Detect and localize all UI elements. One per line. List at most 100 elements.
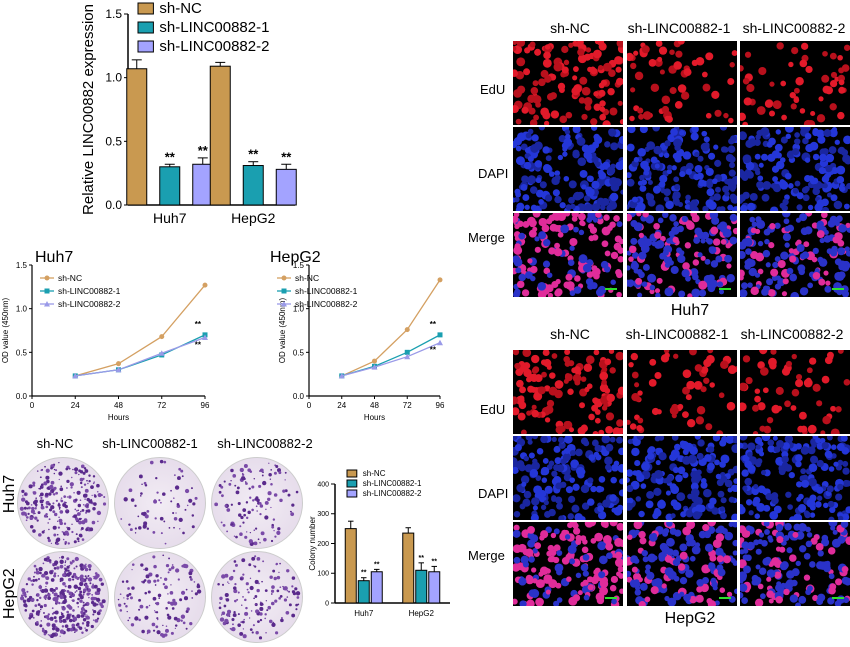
legend-swatch bbox=[346, 469, 358, 478]
edu-hepg2-edu-image-2 bbox=[625, 347, 740, 438]
y-tick-label: 0.0 bbox=[16, 392, 28, 401]
y-tick-label: 200 bbox=[317, 541, 329, 548]
significance-mark: ** bbox=[430, 320, 437, 329]
data-point bbox=[338, 372, 345, 379]
legend-label: sh-LINC00882-2 bbox=[58, 299, 121, 309]
bar bbox=[242, 165, 264, 206]
edu-huh7-dapi-image-3 bbox=[737, 122, 850, 215]
y-tick-label: 300 bbox=[317, 511, 329, 518]
x-tick-label: HepG2 bbox=[409, 609, 435, 618]
data-point bbox=[404, 353, 411, 360]
x-tick-label: 24 bbox=[337, 401, 346, 410]
legend-label: sh-NC bbox=[295, 273, 319, 283]
colony-dish-huh7-shnc bbox=[17, 457, 109, 549]
scale-bar bbox=[832, 597, 844, 599]
panel-b-huh7-growth-chart: Huh7 0.0 0.5 1.0 1.5 0 24 48 72 96 Hours OD value (… bbox=[1, 249, 210, 420]
edu-hepg2-col-label-2: sh-LINC00882-1 bbox=[625, 326, 729, 342]
data-point bbox=[115, 366, 122, 373]
scale-bar bbox=[605, 597, 617, 599]
scale-bar bbox=[605, 288, 617, 290]
legend-label: sh-LINC00882-2 bbox=[295, 299, 358, 309]
legend-marker bbox=[44, 275, 50, 281]
bar bbox=[370, 571, 383, 604]
x-axis-label: Hours bbox=[108, 413, 129, 420]
legend-label: sh-LINC00882-1 bbox=[363, 479, 422, 488]
data-point bbox=[371, 364, 378, 370]
y-tick-label: 0.5 bbox=[105, 134, 122, 148]
edu-huh7-edu-image-3 bbox=[737, 41, 850, 129]
edu-hepg2-row-label-merge: Merge bbox=[468, 548, 505, 563]
y-tick-label: 1.0 bbox=[293, 305, 305, 314]
colony-dish-hepg2-sh2 bbox=[211, 551, 303, 643]
legend-label: sh-LINC00882-1 bbox=[295, 286, 358, 296]
colony-dish-huh7-sh1 bbox=[114, 457, 206, 549]
y-tick-label: 1.0 bbox=[16, 305, 28, 314]
bar bbox=[357, 580, 370, 604]
bar bbox=[428, 571, 441, 604]
y-tick-label: 100 bbox=[317, 571, 329, 578]
edu-hepg2-merge-image-2 bbox=[623, 517, 740, 609]
colony-col-label-1: sh-NC bbox=[36, 436, 74, 451]
data-point bbox=[116, 361, 121, 367]
edu-huh7-row-label-merge: Merge bbox=[468, 230, 505, 245]
legend-swatch bbox=[346, 479, 358, 488]
significance-mark: ** bbox=[374, 561, 380, 568]
legend-marker bbox=[44, 301, 50, 307]
data-point bbox=[202, 282, 208, 288]
edu-hepg2-col-label-3: sh-LINC00882-2 bbox=[740, 326, 844, 342]
legend-marker bbox=[281, 275, 287, 281]
colony-dots bbox=[117, 554, 202, 638]
legend-label: sh-NC bbox=[363, 469, 386, 478]
y-tick-label: 0.0 bbox=[105, 198, 122, 212]
edu-hepg2-dapi-image-3 bbox=[737, 431, 850, 523]
scale-bar bbox=[719, 597, 731, 599]
panel-a-expression-chart: 0.0 0.5 1.0 1.5 Relative LINC00882 expressio… bbox=[80, 0, 297, 226]
edu-huh7-merge-image-3 bbox=[736, 208, 850, 301]
x-tick-label: 96 bbox=[436, 401, 445, 410]
y-axis-label: OD value (450nm) bbox=[278, 297, 287, 363]
bar bbox=[209, 65, 231, 206]
y-axis-label: Colony number bbox=[308, 516, 317, 571]
edu-huh7-row-label-edu: EdU bbox=[480, 82, 506, 97]
colony-dots bbox=[19, 462, 107, 546]
chart-title: HepG2 bbox=[270, 249, 321, 266]
series-line bbox=[75, 336, 206, 377]
y-tick-label: 1.5 bbox=[105, 7, 122, 21]
colony-dots bbox=[214, 462, 299, 546]
significance-mark: ** bbox=[419, 555, 425, 562]
edu-hepg2-row-label-dapi: DAPI bbox=[478, 486, 509, 501]
edu-hepg2-dapi-image-2 bbox=[624, 432, 741, 522]
legend-label: sh-NC bbox=[58, 273, 82, 283]
x-tick-label: 96 bbox=[201, 401, 210, 410]
data-point bbox=[437, 339, 443, 346]
edu-huh7-edu-image-2 bbox=[625, 37, 738, 125]
series-line bbox=[341, 342, 441, 377]
edu-huh7-col-label-3: sh-LINC00882-2 bbox=[742, 20, 846, 36]
legend-label: sh-LINC00882-1 bbox=[159, 19, 269, 36]
edu-hepg2-dapi-image-1 bbox=[508, 433, 627, 522]
data-point bbox=[404, 327, 410, 333]
legend-swatch bbox=[137, 40, 154, 53]
x-tick-label: 0 bbox=[307, 401, 312, 410]
significance-mark: ** bbox=[248, 147, 259, 162]
bar bbox=[415, 569, 428, 604]
colony-dots bbox=[217, 555, 301, 640]
y-axis-label: Relative LINC00882 expression bbox=[80, 4, 97, 215]
y-tick-label: 1.5 bbox=[16, 261, 28, 270]
edu-huh7-caption: Huh7 bbox=[670, 302, 710, 319]
significance-mark: ** bbox=[198, 143, 209, 158]
data-point bbox=[404, 349, 410, 355]
colony-dots bbox=[120, 459, 198, 545]
legend-label: sh-LINC00882-1 bbox=[58, 286, 121, 296]
legend-marker bbox=[281, 288, 287, 294]
y-tick-label: 0.0 bbox=[293, 392, 305, 401]
significance-mark: ** bbox=[195, 320, 202, 329]
x-tick-label: 72 bbox=[157, 401, 166, 410]
y-axis-label: OD value (450nm) bbox=[1, 297, 10, 363]
colony-dish-huh7-sh2 bbox=[211, 457, 303, 549]
edu-hepg2-col-label-1: sh-NC bbox=[550, 326, 590, 342]
legend-swatch bbox=[137, 2, 154, 15]
y-tick-label: 1.5 bbox=[293, 261, 305, 270]
edu-huh7-edu-image-1 bbox=[510, 38, 627, 129]
x-axis-label: Hours bbox=[364, 413, 385, 420]
